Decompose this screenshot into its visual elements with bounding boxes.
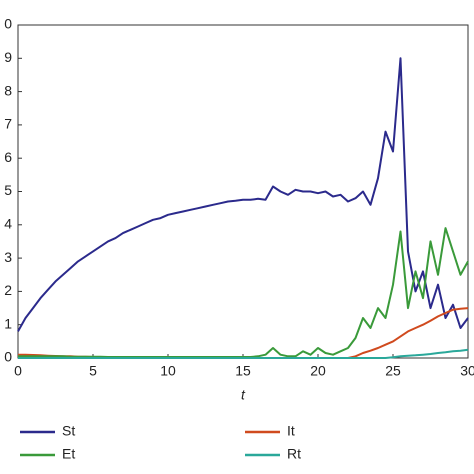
- series-line: [17, 57, 469, 332]
- y-tick-label: 0: [4, 349, 12, 365]
- y-tick-label: 9: [4, 49, 12, 65]
- y-tick-label: 6: [4, 149, 12, 165]
- series-line: [18, 307, 469, 359]
- x-tick-label: 30: [460, 363, 474, 379]
- y-tick-label: 1: [4, 315, 12, 331]
- y-tick-label: 2: [4, 282, 12, 298]
- y-tick-label: 4: [4, 216, 12, 232]
- legend-label: It: [287, 423, 295, 439]
- y-tick-label: 3: [4, 249, 12, 265]
- x-axis-label: t: [241, 387, 246, 403]
- x-tick-label: 20: [310, 363, 326, 379]
- x-tick-label: 15: [235, 363, 251, 379]
- series-line: [18, 348, 469, 359]
- x-tick-label: 25: [385, 363, 401, 379]
- y-tick-label: 5: [4, 182, 12, 198]
- legend-label: Et: [62, 446, 75, 462]
- y-tick-label: 0: [4, 16, 12, 32]
- y-tick-label: 8: [4, 82, 12, 98]
- y-tick-label: 7: [4, 116, 12, 132]
- x-tick-label: 0: [14, 363, 22, 379]
- x-tick-label: 5: [89, 363, 97, 379]
- series-line: [18, 227, 469, 358]
- legend-label: Rt: [287, 446, 301, 462]
- legend-label: St: [62, 423, 75, 439]
- x-tick-label: 10: [160, 363, 176, 379]
